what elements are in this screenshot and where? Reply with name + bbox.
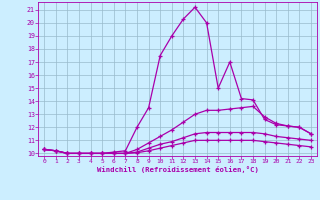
X-axis label: Windchill (Refroidissement éolien,°C): Windchill (Refroidissement éolien,°C) bbox=[97, 166, 259, 173]
